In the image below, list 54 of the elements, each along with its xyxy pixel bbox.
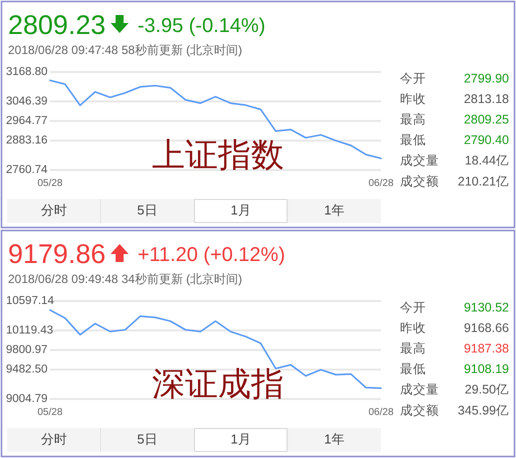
category-label: 成交量: [400, 382, 439, 397]
x-tick-label: 06/28: [368, 178, 394, 189]
text: 分时: [40, 431, 67, 446]
y-tick-label: 9004.79: [6, 393, 48, 406]
category-label: 今开: [400, 300, 426, 314]
annotation: 上证指数: [152, 138, 284, 174]
chart-subtitle: 2018/06/28 09:47:48 58秒前更新 (北京时间): [8, 43, 242, 57]
text: 345.99亿: [458, 403, 509, 418]
text: 210.21亿: [458, 174, 509, 188]
y-tick-label: 3168.80: [6, 66, 48, 78]
x-tick-label: 06/28: [368, 407, 394, 418]
y-tick-label: 3046.39: [6, 95, 48, 108]
x-tick-label: 05/28: [37, 407, 63, 418]
category-label: 昨收: [400, 320, 426, 335]
category-label: 今开: [400, 71, 426, 86]
category-label: 最低: [400, 362, 426, 376]
category-label: 成交额: [400, 173, 439, 188]
x-tick-label: 05/28: [37, 178, 63, 189]
text: 2790.40: [464, 133, 509, 148]
y-tick-label: 10119.43: [6, 324, 54, 336]
category-label: 成交量: [400, 152, 439, 168]
text: 分时: [40, 202, 67, 218]
text: 5日: [137, 202, 158, 218]
text: 9168.66: [464, 320, 509, 335]
category-label: 最低: [400, 133, 426, 148]
chart-title: 9179.86: [8, 239, 106, 269]
text: 9130.52: [464, 300, 509, 314]
y-tick-label: 2760.74: [6, 164, 48, 176]
text: 18.44亿: [464, 154, 509, 168]
text: 9108.19: [464, 362, 509, 376]
text: 9187.38: [464, 341, 509, 356]
text: 1年: [324, 431, 344, 446]
text: +11.20 (+0.12%): [138, 244, 286, 266]
text: 29.50亿: [464, 382, 509, 397]
text: 2813.18: [464, 92, 509, 106]
text: -3.95 (-0.14%): [138, 15, 266, 37]
chart-title: 2809.23: [8, 10, 106, 40]
category-label: 成交额: [400, 402, 439, 418]
category-label: 最高: [400, 340, 426, 356]
text: 5日: [137, 431, 158, 446]
text: 1月: [230, 202, 251, 218]
text: 1月: [230, 431, 251, 446]
category-label: 昨收: [400, 92, 426, 106]
y-tick-label: 2964.77: [6, 115, 48, 128]
text: 2799.90: [464, 71, 509, 86]
category-label: 最高: [400, 111, 426, 126]
annotation: 深证成指: [152, 367, 284, 403]
y-tick-label: 9482.50: [6, 364, 48, 376]
text: 1年: [324, 202, 344, 218]
text: 2809.25: [464, 112, 509, 126]
chart-subtitle: 2018/06/28 09:49:48 34秒前更新 (北京时间): [8, 272, 242, 286]
y-tick-label: 2883.16: [6, 134, 48, 147]
y-tick-label: 9800.97: [6, 344, 48, 356]
y-tick-label: 10597.14: [6, 295, 55, 308]
